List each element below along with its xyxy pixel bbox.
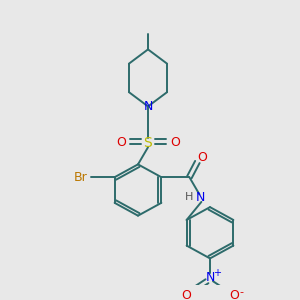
- Text: N: N: [196, 190, 205, 204]
- Text: -: -: [239, 287, 243, 297]
- Text: O: O: [170, 136, 180, 149]
- Text: +: +: [213, 268, 221, 278]
- Text: Br: Br: [74, 171, 88, 184]
- Text: O: O: [116, 136, 126, 149]
- Text: O: O: [229, 289, 239, 300]
- Text: O: O: [181, 289, 191, 300]
- Text: O: O: [197, 151, 207, 164]
- Text: H: H: [185, 192, 194, 202]
- Text: N: N: [205, 271, 215, 284]
- Text: N: N: [143, 100, 153, 113]
- Text: S: S: [144, 136, 152, 149]
